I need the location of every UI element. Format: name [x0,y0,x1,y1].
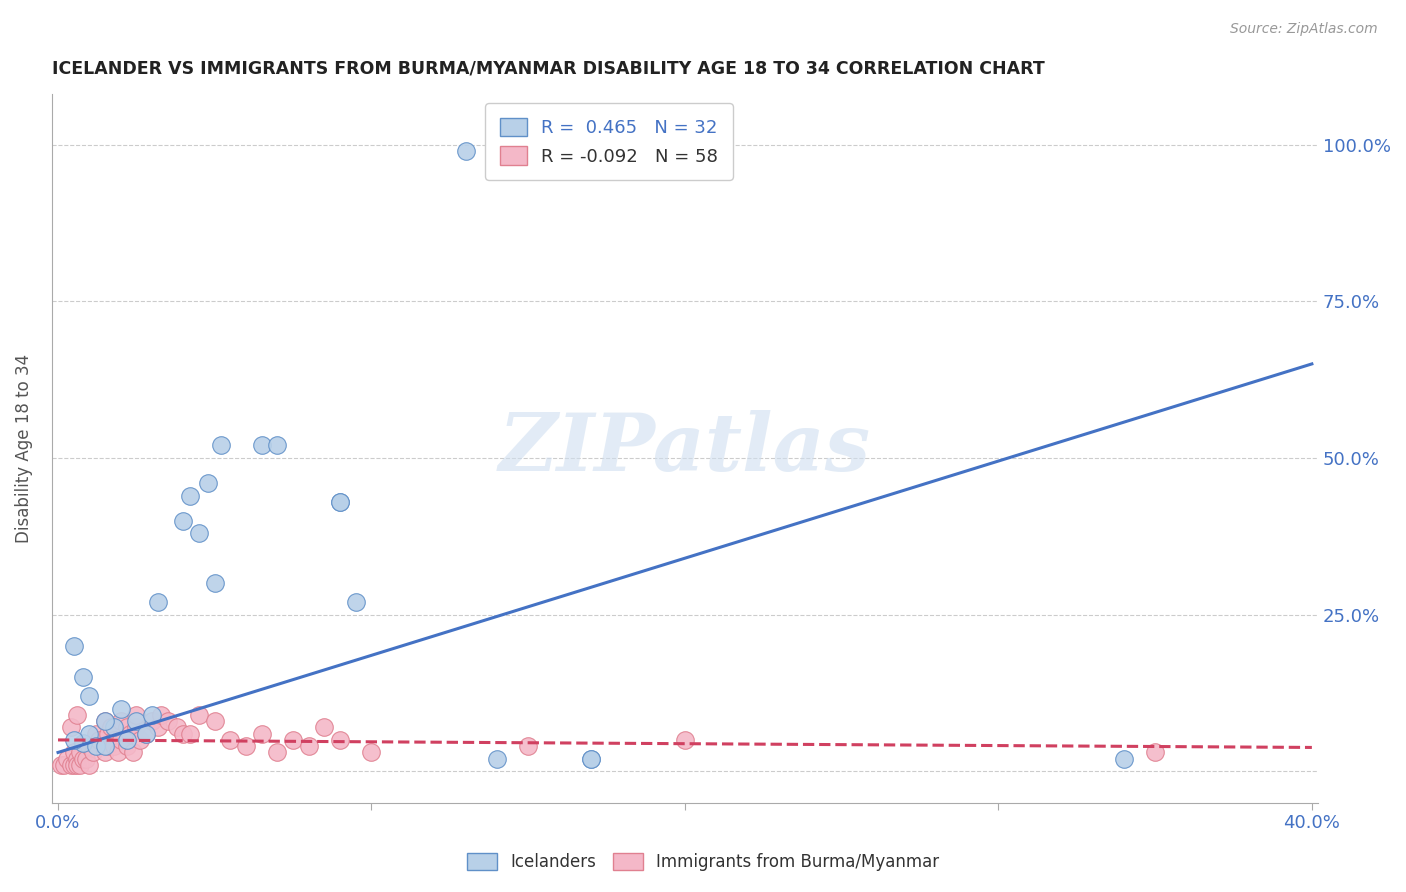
Point [82,746,104,760]
Point [59,720,82,734]
Point [53,758,76,772]
Point [66,752,89,766]
Point [97,739,120,754]
Point [103,739,125,754]
Point [125,707,148,722]
Text: Source: ZipAtlas.com: Source: ZipAtlas.com [1230,22,1378,37]
Point [75,752,97,766]
Point [235,739,257,754]
Point [103,733,125,747]
Point [579,752,602,766]
Point [94,714,117,728]
Point [128,733,150,747]
Point [148,720,170,734]
Point [329,733,352,747]
Point [172,726,194,740]
Point [148,595,170,609]
Point [485,752,508,766]
Point [110,714,132,728]
Point [79,689,101,703]
Point [141,707,163,722]
Point [87,733,110,747]
Point [197,475,219,490]
Point [209,438,232,452]
Point [94,746,117,760]
Point [298,739,321,754]
Point [56,752,79,766]
Point [150,707,173,722]
Point [84,739,107,754]
Point [69,758,91,772]
Point [329,495,352,509]
Point [188,707,211,722]
Y-axis label: Disability Age 18 to 34: Disability Age 18 to 34 [15,354,32,543]
Point [281,733,304,747]
Point [72,670,94,684]
Point [79,726,101,740]
Point [125,720,148,734]
Point [156,714,179,728]
Point [179,489,201,503]
Text: ICELANDER VS IMMIGRANTS FROM BURMA/MYANMAR DISABILITY AGE 18 TO 34 CORRELATION C: ICELANDER VS IMMIGRANTS FROM BURMA/MYANM… [52,60,1045,78]
Point [141,714,163,728]
Point [110,701,132,715]
Text: ZIPatlas: ZIPatlas [499,409,870,487]
Point [66,707,89,722]
Point [97,726,120,740]
Point [115,739,138,754]
Point [115,720,138,734]
Point [94,739,117,754]
Point [250,726,273,740]
Point [135,726,157,740]
Point [79,758,101,772]
Point [84,726,107,740]
Point [107,746,129,760]
Point [188,526,211,541]
Point [172,514,194,528]
Point [62,746,84,760]
Point [62,733,84,747]
Point [579,752,602,766]
Point [219,733,242,747]
Point [125,714,148,728]
Point [94,714,117,728]
Point [69,746,91,760]
Point [204,576,226,591]
Point [454,144,477,158]
Point [115,733,138,747]
Legend: Icelanders, Immigrants from Burma/Myanmar: Icelanders, Immigrants from Burma/Myanma… [458,845,948,880]
Point [79,739,101,754]
Point [517,739,540,754]
Point [72,752,94,766]
Point [72,736,94,750]
Point [673,733,696,747]
Point [49,758,72,772]
Point [103,720,125,734]
Point [110,733,132,747]
Point [59,758,82,772]
Point [166,720,188,734]
Point [329,495,352,509]
Point [1144,746,1167,760]
Point [100,720,122,734]
Point [250,438,273,452]
Point [179,726,201,740]
Point [204,714,226,728]
Point [62,758,84,772]
Point [360,746,382,760]
Point [135,726,157,740]
Point [266,438,288,452]
Legend: R =  0.465   N = 32, R = -0.092   N = 58: R = 0.465 N = 32, R = -0.092 N = 58 [485,103,733,180]
Point [1112,752,1135,766]
Point [66,758,89,772]
Point [122,746,145,760]
Point [266,746,288,760]
Point [62,639,84,653]
Point [344,595,367,609]
Point [120,726,142,740]
Point [314,720,336,734]
